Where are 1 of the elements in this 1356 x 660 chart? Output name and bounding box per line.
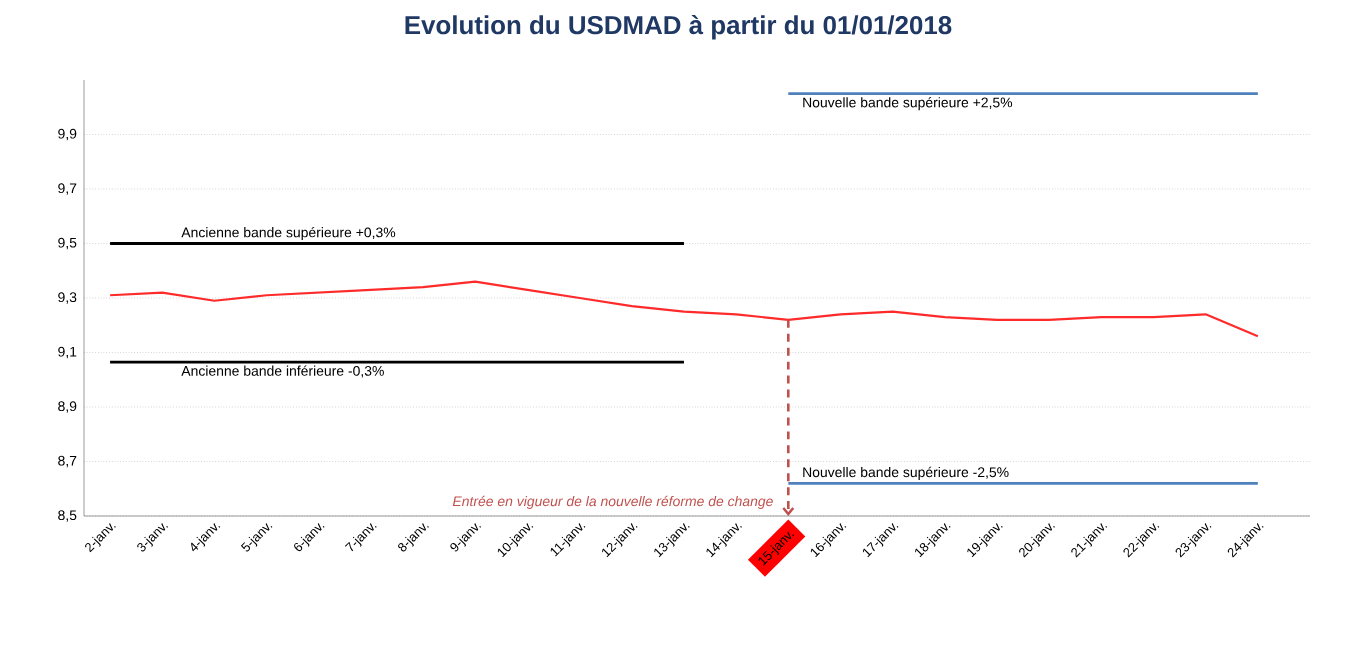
chart-title: Evolution du USDMAD à partir du 01/01/2018 (405, 15, 952, 40)
